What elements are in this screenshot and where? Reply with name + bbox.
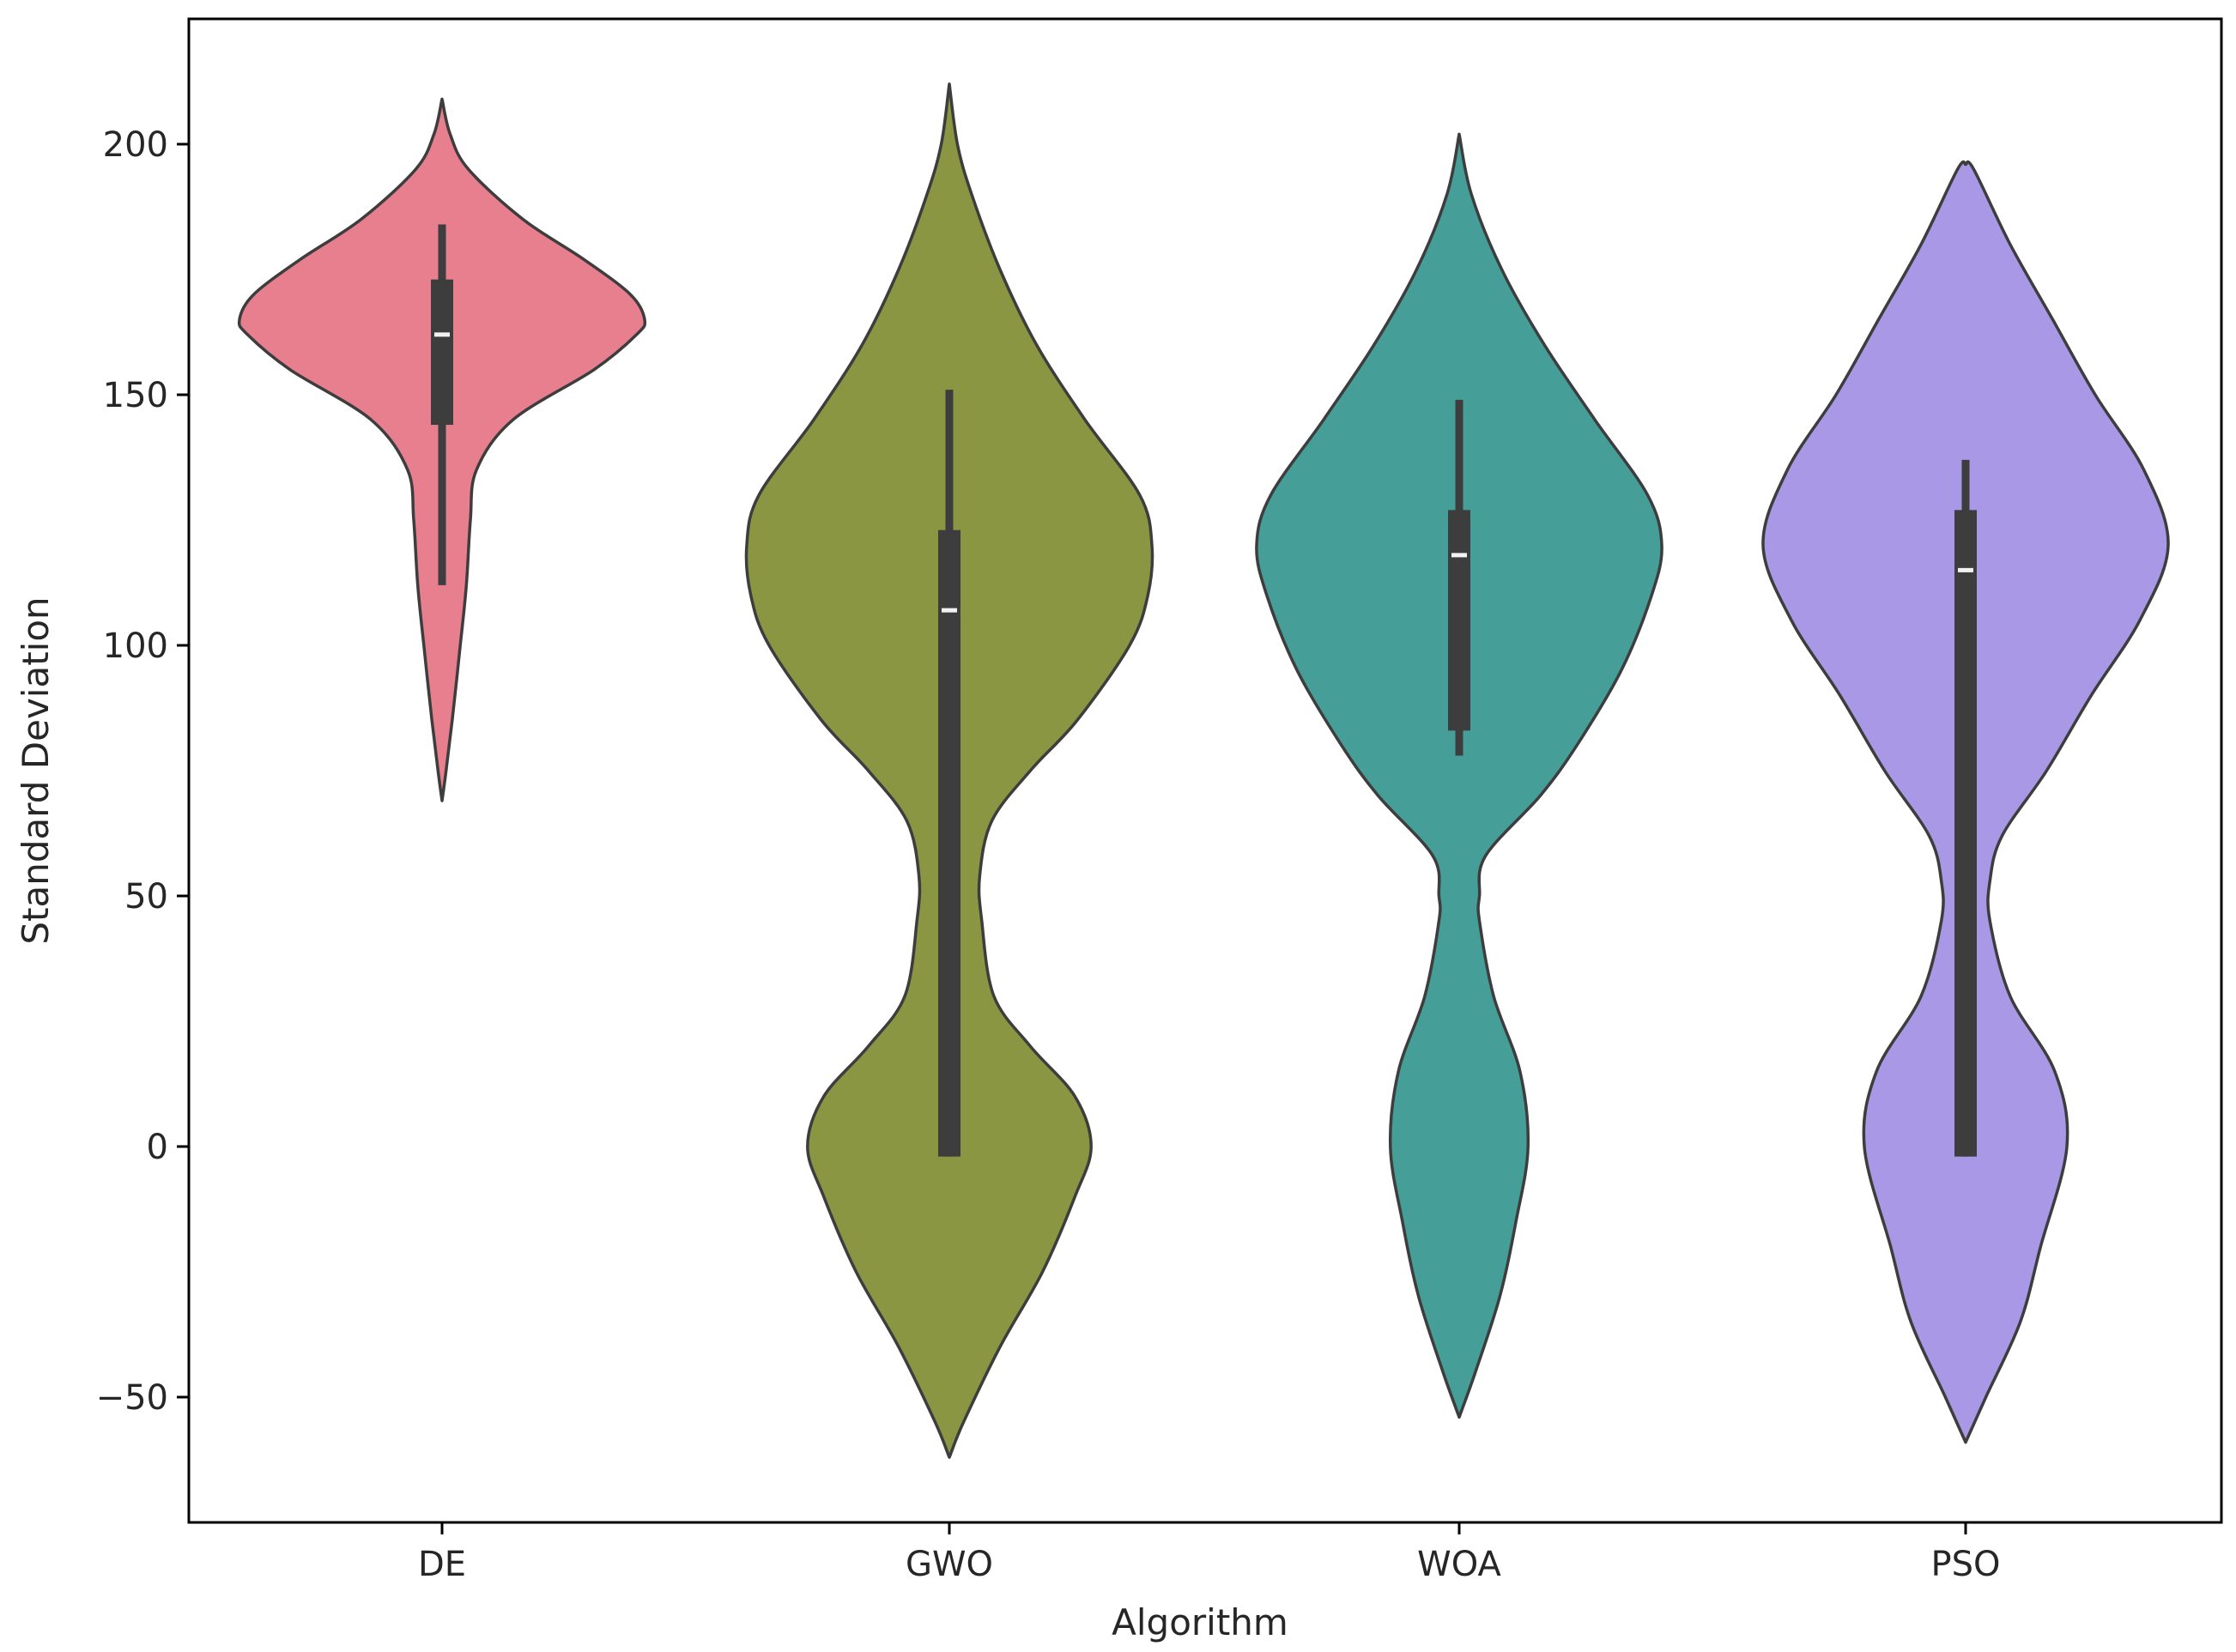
- violin-pso: [1761, 160, 2170, 1444]
- violin-iqr-box-pso: [1954, 510, 1977, 1157]
- x-axis-ticks: DE GWO WOA PSO: [418, 1522, 2001, 1584]
- y-tick-label: −50: [96, 1378, 168, 1418]
- y-tick-label: 0: [147, 1128, 168, 1167]
- violin-woa: [1255, 132, 1663, 1419]
- y-tick-label: 200: [103, 125, 168, 165]
- violin-body-woa: [1255, 132, 1663, 1419]
- x-tick-label-woa: WOA: [1417, 1545, 1501, 1584]
- x-tick-label-de: DE: [418, 1545, 466, 1584]
- x-tick-label-gwo: GWO: [906, 1545, 993, 1584]
- violin-iqr-box-gwo: [938, 529, 960, 1157]
- violin-gwo: [744, 82, 1154, 1459]
- x-tick-label-pso: PSO: [1931, 1545, 2001, 1584]
- violin-de: [237, 97, 647, 802]
- y-axis-ticks: −50 0 50 100 150 200: [96, 125, 189, 1418]
- y-tick-label: 100: [103, 626, 168, 666]
- violin-layer: [237, 82, 2170, 1459]
- y-axis-title: Standard Deviation: [15, 596, 57, 944]
- plot-frame: [187, 17, 2223, 1524]
- y-tick-label: 50: [124, 877, 168, 917]
- violin-iqr-box-woa: [1448, 510, 1470, 731]
- y-tick-label: 150: [103, 376, 168, 415]
- violin-iqr-box-de: [431, 279, 453, 426]
- x-axis-title: Algorithm: [1112, 1601, 1288, 1643]
